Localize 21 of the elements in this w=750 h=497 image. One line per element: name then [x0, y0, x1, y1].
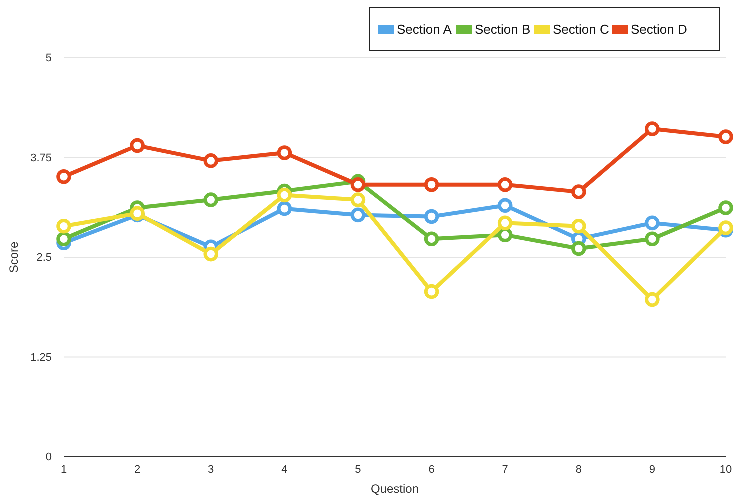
- x-tick-label: 5: [355, 464, 362, 476]
- legend-label: Section C: [553, 22, 610, 37]
- legend-label: Section D: [631, 22, 688, 37]
- x-tick-label: 4: [282, 464, 288, 476]
- x-tick-label: 1: [60, 464, 68, 476]
- x-tick-label: 9: [649, 464, 656, 476]
- y-tick-label: 5: [46, 52, 52, 65]
- y-axis-title: Score: [7, 242, 21, 274]
- x-tick-label: 6: [428, 464, 435, 476]
- x-tick-label: 7: [502, 464, 508, 476]
- x-axis-title: Question: [370, 482, 420, 496]
- legend-label: Section A: [397, 22, 452, 37]
- x-tick-label: 8: [576, 464, 582, 476]
- x-tick-label: 2: [134, 464, 141, 476]
- y-tick-label: 3.75: [30, 152, 52, 164]
- x-tick-label: 3: [208, 464, 214, 476]
- legend-label: Section B: [475, 22, 531, 37]
- x-tick-label: 10: [720, 464, 732, 476]
- y-tick-label: 0: [46, 452, 52, 464]
- y-tick-label: 1.25: [30, 352, 52, 364]
- y-tick-label: 2.5: [36, 252, 52, 264]
